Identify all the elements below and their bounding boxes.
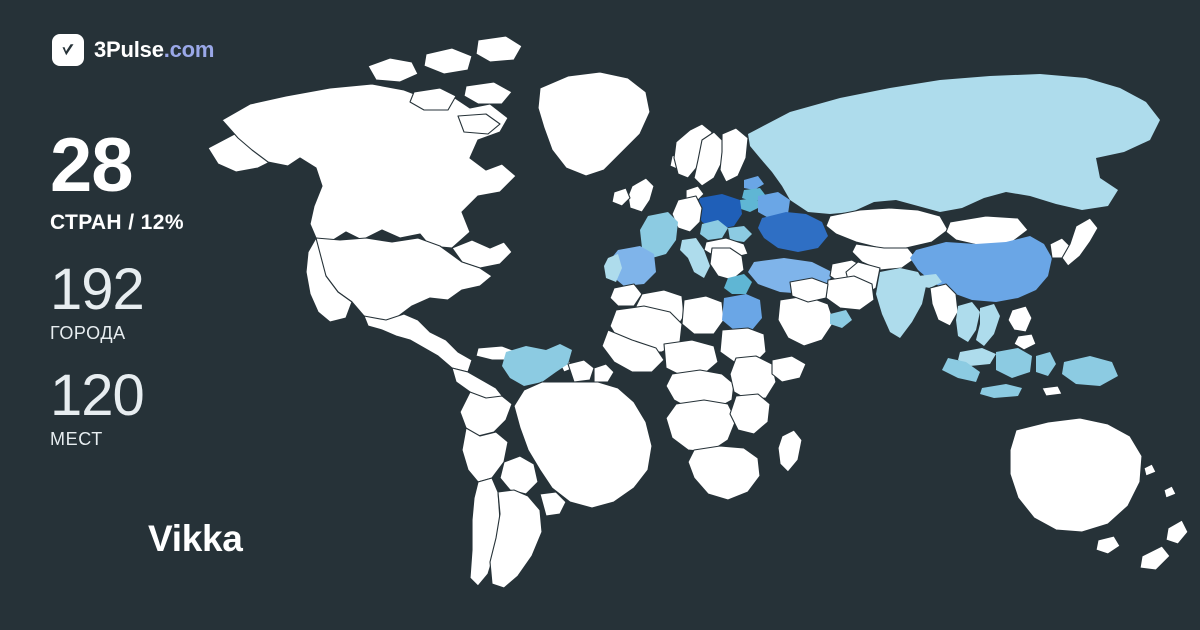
- country-tanzania-zambia: [729, 393, 771, 435]
- brand-tld: .com: [163, 37, 215, 62]
- country-usa-west: [305, 237, 353, 323]
- map-countries: [207, 35, 1189, 589]
- country-mexico: [363, 313, 473, 373]
- country-estonia: [744, 176, 764, 190]
- arctic-islands-3: [475, 35, 523, 63]
- island-pacific-1: [1143, 463, 1157, 477]
- country-bolivia: [499, 455, 539, 495]
- arctic-islands-4: [409, 87, 457, 111]
- country-kazakhstan: [825, 207, 949, 249]
- country-egypt: [722, 294, 762, 330]
- country-iraq-syria: [789, 277, 829, 303]
- country-bangladesh-myanmar: [929, 283, 959, 327]
- stat-cities-label: ГОРОДА: [50, 323, 126, 344]
- country-greenland: [537, 71, 651, 177]
- country-indonesia-borneo: [996, 348, 1032, 378]
- country-japan: [1061, 217, 1099, 267]
- country-peru: [461, 427, 509, 483]
- country-philippines-2: [1013, 333, 1037, 351]
- country-southern-africa: [687, 445, 761, 501]
- country-philippines: [1007, 305, 1033, 333]
- country-indonesia-sumatra: [942, 358, 980, 382]
- country-ireland: [611, 187, 631, 207]
- stat-places: 120 МЕСТ: [50, 363, 145, 450]
- country-papua: [1062, 356, 1118, 386]
- stat-countries: 28 СТРАН / 12%: [50, 123, 184, 235]
- country-malaysia: [958, 348, 996, 366]
- country-thailand: [956, 302, 980, 342]
- country-argentina: [489, 489, 543, 589]
- arctic-islands-2: [423, 47, 473, 75]
- country-spain: [610, 246, 656, 286]
- country-germany: [671, 195, 703, 233]
- country-paraguay-uruguay: [539, 491, 567, 517]
- stat-countries-value: 28: [50, 123, 134, 208]
- stats-overlay: 3Pulse.com 28 СТРАН / 12% 192 ГОРОДА 120…: [0, 0, 330, 630]
- brand-logo[interactable]: 3Pulse.com: [52, 34, 214, 66]
- country-balkans: [709, 247, 745, 281]
- country-drc-angola: [665, 399, 737, 453]
- arctic-islands-6: [457, 113, 501, 135]
- country-colombia: [459, 391, 513, 437]
- country-brazil: [513, 381, 653, 509]
- country-guyana: [567, 359, 595, 383]
- stat-cities-value: 192: [50, 257, 145, 322]
- country-new-zealand-n: [1165, 519, 1189, 545]
- country-italy: [680, 238, 710, 278]
- country-saudi-arabia: [777, 295, 835, 347]
- country-poland: [696, 194, 742, 230]
- country-central-asia: [851, 243, 917, 271]
- country-iran: [825, 275, 875, 311]
- country-finland: [719, 127, 749, 183]
- country-lithuania: [738, 198, 762, 212]
- stat-cities: 192 ГОРОДА: [50, 257, 145, 344]
- country-france: [640, 212, 678, 258]
- country-uae: [830, 310, 852, 328]
- country-suriname: [593, 363, 615, 383]
- stat-places-label: МЕСТ: [50, 429, 103, 450]
- island-pacific-2: [1163, 485, 1177, 499]
- arctic-islands: [367, 57, 419, 83]
- country-west-africa: [601, 329, 665, 373]
- country-uk: [627, 177, 655, 213]
- country-horn-of-africa: [771, 355, 807, 383]
- country-portugal: [604, 254, 622, 282]
- country-australia: [1009, 417, 1143, 533]
- username: Vikka: [148, 518, 243, 559]
- country-nepal-bhutan: [918, 274, 942, 288]
- country-russia: [748, 74, 1160, 214]
- brand-wordmark: 3Pulse.com: [94, 39, 214, 61]
- brand-name: 3Pulse: [94, 37, 164, 62]
- checkmark-badge-icon: [52, 34, 84, 66]
- country-ukraine: [758, 212, 828, 252]
- country-libya: [681, 295, 725, 335]
- country-indonesia-java: [980, 384, 1022, 398]
- country-new-zealand-s: [1139, 545, 1171, 571]
- country-venezuela: [502, 344, 572, 386]
- country-tasmania: [1095, 535, 1121, 555]
- stat-countries-label: СТРАН / 12%: [50, 211, 184, 235]
- stat-places-value: 120: [50, 363, 145, 428]
- country-greece: [724, 274, 752, 294]
- country-vietnam: [976, 304, 1000, 346]
- country-madagascar: [777, 429, 803, 473]
- country-india: [876, 268, 926, 338]
- country-czechia: [700, 220, 728, 240]
- country-nigeria-chad: [663, 339, 719, 377]
- arctic-islands-5: [463, 81, 513, 105]
- country-east-africa: [729, 355, 777, 401]
- country-sweden: [693, 131, 725, 187]
- country-morocco: [609, 283, 643, 307]
- island-timor: [1041, 385, 1063, 397]
- country-sulawesi: [1036, 352, 1056, 376]
- country-slovakia: [728, 226, 752, 242]
